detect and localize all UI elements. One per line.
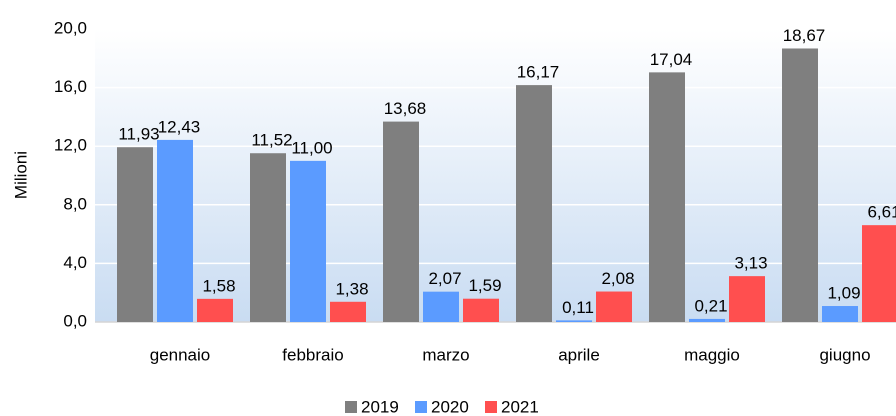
x-tick-label: marzo [422, 345, 469, 364]
data-label: 0,11 [562, 298, 594, 317]
plot-area [95, 29, 896, 322]
y-tick-label: 12,0 [54, 136, 87, 155]
x-tick-label: febbraio [282, 345, 343, 364]
bar [822, 306, 858, 322]
bar [117, 147, 153, 322]
data-label: 2,08 [601, 269, 634, 288]
data-label: 0,21 [694, 296, 727, 315]
data-label: 2,07 [428, 269, 461, 288]
legend-swatch [485, 401, 497, 413]
data-label: 1,38 [335, 279, 368, 298]
y-tick-label: 16,0 [54, 77, 87, 96]
legend-label: 2021 [501, 397, 539, 416]
bar [689, 318, 725, 322]
bar [157, 139, 193, 322]
data-label: 11,00 [291, 138, 332, 157]
bar [556, 320, 592, 322]
x-tick-label: aprile [558, 345, 600, 364]
data-label: 11,52 [251, 131, 292, 150]
legend-swatch [345, 401, 357, 413]
y-tick-label: 20,0 [54, 18, 87, 37]
y-axis-label: Milioni [11, 151, 30, 199]
bar [383, 121, 419, 322]
bar [596, 291, 632, 322]
bar [862, 225, 896, 322]
bar [782, 48, 818, 323]
data-label: 11,93 [118, 125, 159, 144]
bar [516, 85, 552, 322]
data-label: 6,61 [867, 203, 896, 222]
data-label: 18,67 [783, 26, 826, 45]
legend-label: 2020 [431, 397, 469, 416]
data-label: 13,68 [384, 99, 427, 118]
data-label: 1,59 [468, 276, 501, 295]
x-tick-label: gennaio [150, 345, 211, 364]
y-tick-label: 0,0 [63, 311, 87, 330]
x-tick-label: maggio [684, 345, 740, 364]
data-label: 16,17 [517, 63, 560, 82]
bar [330, 301, 366, 322]
bar [423, 291, 459, 322]
bar [729, 276, 765, 322]
data-label: 1,58 [202, 276, 235, 295]
legend-swatch [415, 401, 427, 413]
data-label: 17,04 [650, 50, 693, 69]
bar [463, 298, 499, 322]
bar [197, 298, 233, 322]
bar [290, 160, 326, 322]
y-tick-label: 4,0 [63, 253, 87, 272]
x-tick-label: giugno [819, 345, 870, 364]
y-tick-label: 8,0 [63, 194, 87, 213]
bar [649, 72, 685, 322]
data-label: 1,09 [827, 284, 860, 303]
data-label: 12,43 [158, 117, 201, 136]
data-label: 3,13 [734, 254, 767, 273]
bar [250, 153, 286, 322]
legend-label: 2019 [361, 397, 399, 416]
